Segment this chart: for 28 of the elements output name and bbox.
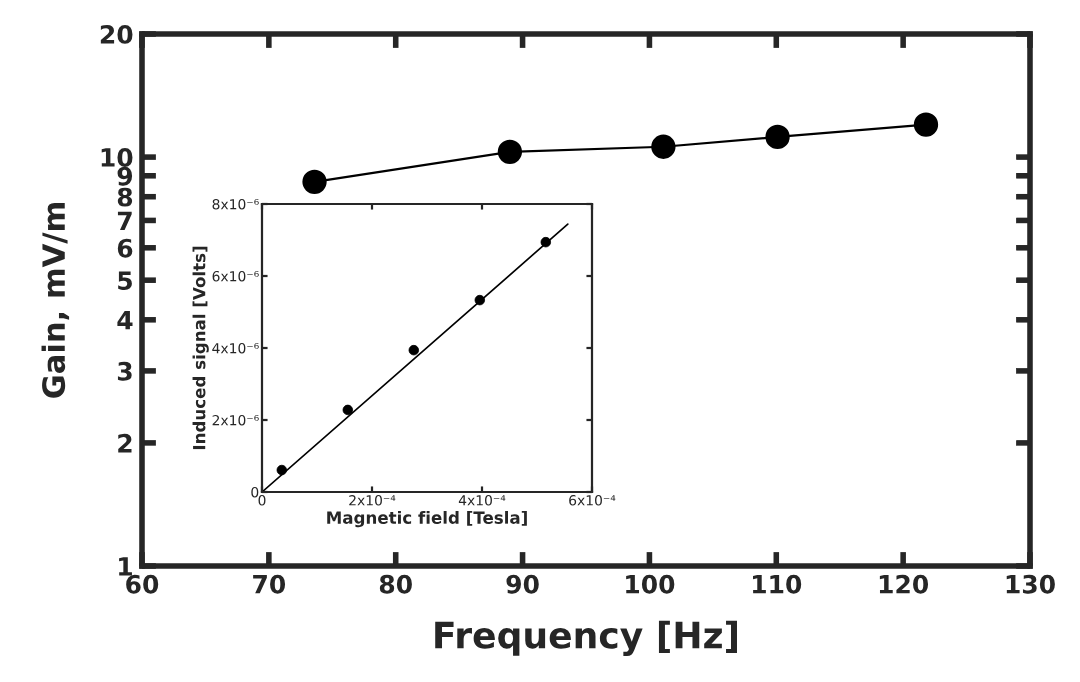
x-tick-label: 110 [753,574,802,594]
y-tick-label: 7 [117,211,132,230]
x-tick-label: 70 [253,574,286,594]
point [302,169,327,194]
y-axis-title: Gain, mV/m [41,203,70,398]
x-axis-title: Magnetic field [Tesla] [327,511,527,528]
x-tick-label: 60 [126,574,159,594]
point [913,112,939,137]
point [651,134,676,159]
y-tick-label: 6 [117,238,133,258]
point [765,124,790,150]
y-tick-label: 20 [100,24,133,44]
x-tick-label: 80 [379,574,412,594]
y-tick-label: 5 [118,271,132,291]
x-tick-label: 100 [626,574,675,594]
y-tick-label: 4 [117,311,133,330]
y-tick-label: 8 [117,187,133,207]
x-tick-label: 120 [879,574,929,594]
y-tick-label: 9 [117,166,133,186]
x-tick-label: 130 [1006,574,1055,594]
x-axis-title: Frequency [Hz] [435,620,737,656]
point [497,139,523,164]
y-tick-label: 10 [101,148,133,167]
y-tick-label: 3 [117,361,132,381]
y-axis-title: Induced signal [Volts] [192,246,209,450]
x-tick-label: 90 [506,574,539,594]
y-tick-label: 1 [119,557,132,576]
y-tick-label: 2 [118,433,132,453]
